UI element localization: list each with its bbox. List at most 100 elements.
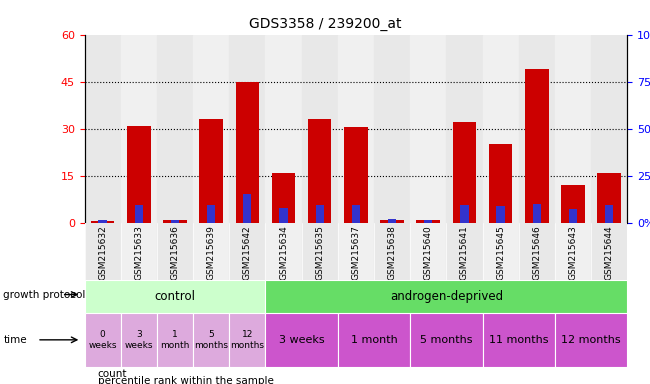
Bar <box>157 313 193 367</box>
Bar <box>157 223 193 280</box>
Text: GSM215642: GSM215642 <box>243 225 252 280</box>
Bar <box>497 206 504 223</box>
Bar <box>308 119 332 223</box>
Text: GSM215635: GSM215635 <box>315 225 324 280</box>
Text: 3
weeks: 3 weeks <box>125 330 153 349</box>
Bar <box>561 185 585 223</box>
Text: GSM215639: GSM215639 <box>207 225 216 280</box>
Text: GSM215638: GSM215638 <box>387 225 396 280</box>
Bar <box>424 220 432 223</box>
Bar <box>447 223 482 280</box>
Text: GSM215632: GSM215632 <box>98 225 107 280</box>
Text: GDS3358 / 239200_at: GDS3358 / 239200_at <box>249 17 401 31</box>
Bar <box>235 82 259 223</box>
Bar <box>591 35 627 223</box>
Bar <box>482 313 555 367</box>
Bar <box>447 35 482 223</box>
Bar <box>193 313 229 367</box>
Text: 0
weeks: 0 weeks <box>88 330 117 349</box>
Bar <box>135 205 143 223</box>
Bar <box>410 223 447 280</box>
Bar <box>229 35 265 223</box>
Bar <box>597 172 621 223</box>
Bar <box>121 313 157 367</box>
Bar <box>569 209 577 223</box>
Bar <box>229 223 265 280</box>
Bar <box>200 119 223 223</box>
Bar <box>555 313 627 367</box>
Bar <box>84 313 121 367</box>
Bar <box>519 35 555 223</box>
Bar <box>91 221 114 223</box>
Bar <box>374 223 410 280</box>
Bar <box>193 35 229 223</box>
Bar <box>591 223 627 280</box>
Bar <box>121 223 157 280</box>
Text: GSM215633: GSM215633 <box>135 225 143 280</box>
Text: GSM215645: GSM215645 <box>496 225 505 280</box>
Bar <box>280 208 287 223</box>
Text: GSM215634: GSM215634 <box>279 225 288 280</box>
Bar <box>163 220 187 223</box>
Bar <box>410 35 447 223</box>
Bar <box>84 280 265 313</box>
Bar <box>243 195 252 223</box>
Text: GSM215636: GSM215636 <box>170 225 179 280</box>
Text: androgen-deprived: androgen-deprived <box>390 290 503 303</box>
Bar <box>482 35 519 223</box>
Text: GSM215637: GSM215637 <box>352 225 360 280</box>
Bar <box>207 205 215 223</box>
Bar <box>417 220 440 223</box>
Bar <box>99 220 107 223</box>
Text: control: control <box>155 290 196 303</box>
Bar <box>555 35 591 223</box>
Text: 1
month: 1 month <box>161 330 190 349</box>
Text: 3 weeks: 3 weeks <box>279 335 324 345</box>
Text: growth protocol: growth protocol <box>3 290 86 300</box>
Bar <box>352 205 360 223</box>
Bar <box>374 35 410 223</box>
Bar <box>380 220 404 223</box>
Bar <box>84 35 121 223</box>
Text: GSM215646: GSM215646 <box>532 225 541 280</box>
Text: 11 months: 11 months <box>489 335 549 345</box>
Bar <box>84 223 121 280</box>
Bar <box>127 126 151 223</box>
Text: time: time <box>3 335 27 345</box>
Text: 12 months: 12 months <box>561 335 621 345</box>
Bar <box>265 313 338 367</box>
Bar <box>555 223 591 280</box>
Text: 5
months: 5 months <box>194 330 228 349</box>
Bar <box>525 69 549 223</box>
Bar <box>302 35 338 223</box>
Bar <box>410 313 482 367</box>
Bar <box>121 35 157 223</box>
Bar <box>272 172 295 223</box>
Text: percentile rank within the sample: percentile rank within the sample <box>98 376 274 384</box>
Bar <box>193 223 229 280</box>
Bar <box>338 35 374 223</box>
Text: 5 months: 5 months <box>420 335 473 345</box>
Bar <box>265 223 302 280</box>
Bar <box>338 313 410 367</box>
Bar <box>338 223 374 280</box>
Text: GSM215641: GSM215641 <box>460 225 469 280</box>
Text: GSM215640: GSM215640 <box>424 225 433 280</box>
Bar <box>452 122 476 223</box>
Bar <box>519 223 555 280</box>
Text: count: count <box>98 369 127 379</box>
Text: 1 month: 1 month <box>350 335 397 345</box>
Bar <box>605 205 613 223</box>
Bar <box>302 223 338 280</box>
Bar <box>316 205 324 223</box>
Text: GSM215643: GSM215643 <box>569 225 577 280</box>
Bar <box>388 219 396 223</box>
Text: GSM215644: GSM215644 <box>604 225 614 280</box>
Bar <box>489 144 512 223</box>
Bar <box>265 35 302 223</box>
Bar <box>171 220 179 223</box>
Bar <box>533 204 541 223</box>
Text: 12
months: 12 months <box>230 330 265 349</box>
Bar <box>344 127 368 223</box>
Bar <box>229 313 265 367</box>
